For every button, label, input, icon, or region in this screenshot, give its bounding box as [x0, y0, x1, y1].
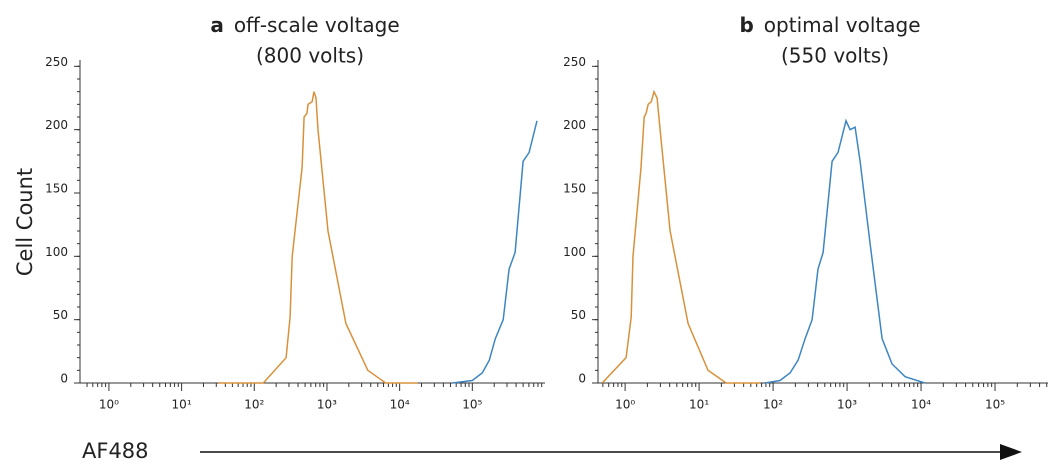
y-tick-label: 200	[563, 118, 586, 132]
panel-letter: a	[210, 13, 224, 37]
panel-subtitle: (800 volts)	[256, 44, 364, 68]
y-tick-label: 150	[45, 182, 68, 196]
y-tick-label: 150	[563, 182, 586, 196]
x-tick-label: 10⁴	[911, 398, 931, 412]
y-tick-label: 50	[571, 308, 586, 322]
title-text: optimal voltage	[764, 13, 921, 37]
histogram-line	[601, 89, 761, 384]
y-axis-label: Cell Count	[13, 168, 37, 276]
y-tick-label: 100	[45, 245, 68, 259]
x-tick-label: 10¹	[689, 398, 709, 412]
x-tick-label: 10³	[837, 398, 857, 412]
x-tick-label: 10¹	[172, 398, 192, 412]
x-axis-label: AF488	[82, 439, 149, 463]
arrow-head	[1000, 444, 1022, 460]
y-tick-label: 0	[578, 372, 586, 386]
y-tick-label: 50	[53, 308, 68, 322]
histogram-line	[452, 120, 538, 384]
x-tick-label: 10³	[317, 398, 337, 412]
x-tick-label: 10⁵	[462, 398, 482, 412]
x-tick-label: 10²	[763, 398, 783, 412]
panel-title: a off-scale voltage	[210, 13, 399, 37]
x-tick-label: 10²	[244, 398, 264, 412]
x-tick-label: 10⁴	[390, 398, 410, 412]
y-tick-label: 100	[563, 245, 586, 259]
x-tick-label: 10⁵	[985, 398, 1005, 412]
panel-subtitle: (550 volts)	[781, 44, 889, 68]
panel-title: b optimal voltage	[739, 13, 920, 37]
y-tick-label: 250	[563, 55, 586, 69]
title-text: off-scale voltage	[234, 13, 400, 37]
histogram-line	[218, 91, 418, 384]
y-tick-label: 0	[60, 372, 68, 386]
x-tick-label: 10⁰	[99, 398, 119, 412]
histogram-line	[764, 118, 926, 384]
y-tick-label: 250	[45, 55, 68, 69]
panel-letter: b	[739, 13, 753, 37]
y-tick-label: 200	[45, 118, 68, 132]
x-tick-label: 10⁰	[615, 398, 635, 412]
